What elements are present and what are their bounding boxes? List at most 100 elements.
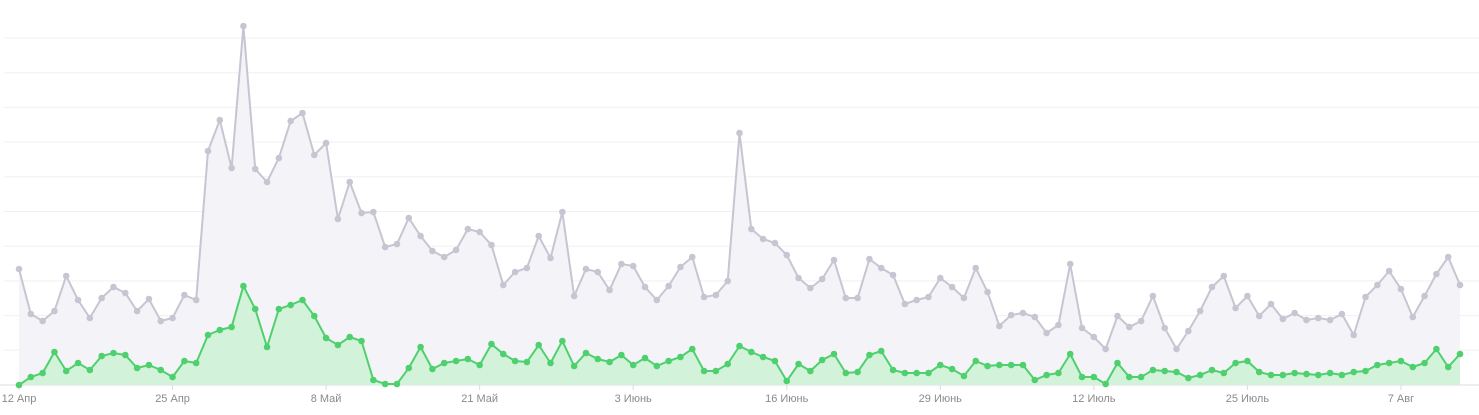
point xyxy=(192,359,200,367)
point xyxy=(901,300,909,308)
point xyxy=(464,355,472,363)
point xyxy=(452,357,460,365)
point xyxy=(15,381,23,389)
point xyxy=(145,295,153,303)
point xyxy=(216,116,224,124)
point xyxy=(1433,270,1440,278)
point xyxy=(688,345,696,353)
point xyxy=(842,369,850,377)
point xyxy=(1007,311,1015,319)
point xyxy=(429,247,436,255)
point xyxy=(925,293,932,301)
point xyxy=(405,364,413,372)
x-tick-label: 12 Июль xyxy=(1072,393,1116,405)
point xyxy=(748,225,755,233)
point xyxy=(688,253,696,261)
point xyxy=(913,296,920,304)
point xyxy=(535,232,543,240)
point xyxy=(1291,369,1298,377)
point xyxy=(110,349,117,357)
point xyxy=(499,350,507,358)
point xyxy=(996,361,1003,369)
point xyxy=(1031,376,1039,384)
point xyxy=(854,294,861,302)
point xyxy=(1043,329,1050,337)
point xyxy=(1114,312,1121,320)
point xyxy=(1232,359,1239,367)
point xyxy=(1303,370,1310,378)
point xyxy=(1232,304,1239,312)
point xyxy=(27,310,35,318)
point xyxy=(1055,321,1062,329)
point xyxy=(62,272,70,280)
point xyxy=(39,317,46,325)
point xyxy=(1185,374,1192,382)
point xyxy=(370,376,377,384)
point xyxy=(1374,281,1381,289)
point xyxy=(1055,369,1062,377)
point xyxy=(1078,373,1086,381)
point xyxy=(204,147,212,155)
point xyxy=(936,274,944,282)
point xyxy=(51,307,58,315)
point xyxy=(641,354,649,362)
point xyxy=(1350,368,1357,376)
point xyxy=(936,361,944,369)
point xyxy=(181,357,188,365)
point xyxy=(901,369,909,377)
point xyxy=(677,263,684,271)
point xyxy=(996,322,1003,330)
point xyxy=(889,366,897,374)
point xyxy=(570,292,578,300)
point xyxy=(476,361,483,369)
point xyxy=(511,357,519,365)
point xyxy=(1196,307,1204,315)
point xyxy=(1385,359,1393,367)
point xyxy=(1456,350,1464,358)
point xyxy=(1456,281,1464,289)
point xyxy=(310,151,318,159)
point xyxy=(700,367,708,375)
point xyxy=(677,353,684,361)
point xyxy=(665,282,672,290)
point xyxy=(27,373,35,381)
point xyxy=(547,359,554,367)
point xyxy=(1374,361,1381,369)
point xyxy=(1338,310,1346,318)
point xyxy=(641,283,649,291)
point xyxy=(724,277,731,285)
point xyxy=(251,305,259,313)
x-tick-label: 21 Май xyxy=(461,393,498,405)
point xyxy=(322,334,330,342)
point xyxy=(51,348,58,356)
point xyxy=(1173,345,1180,353)
point xyxy=(1409,363,1417,371)
point xyxy=(594,355,602,363)
point xyxy=(1066,350,1074,358)
point xyxy=(606,286,613,294)
point xyxy=(358,337,365,345)
point xyxy=(228,323,235,331)
point xyxy=(476,228,483,236)
point xyxy=(381,243,389,251)
point xyxy=(1196,371,1204,379)
point xyxy=(169,373,176,381)
point xyxy=(98,294,105,302)
point xyxy=(818,356,826,364)
point xyxy=(948,283,956,291)
point xyxy=(523,264,531,272)
point xyxy=(1444,253,1452,261)
point xyxy=(771,357,779,365)
point xyxy=(523,358,531,366)
point xyxy=(1279,315,1287,323)
point xyxy=(795,274,802,282)
point xyxy=(499,281,507,289)
point xyxy=(759,235,767,243)
point xyxy=(393,380,401,388)
point xyxy=(1314,314,1322,322)
point xyxy=(145,361,153,369)
point xyxy=(299,296,306,304)
point xyxy=(1220,272,1228,280)
